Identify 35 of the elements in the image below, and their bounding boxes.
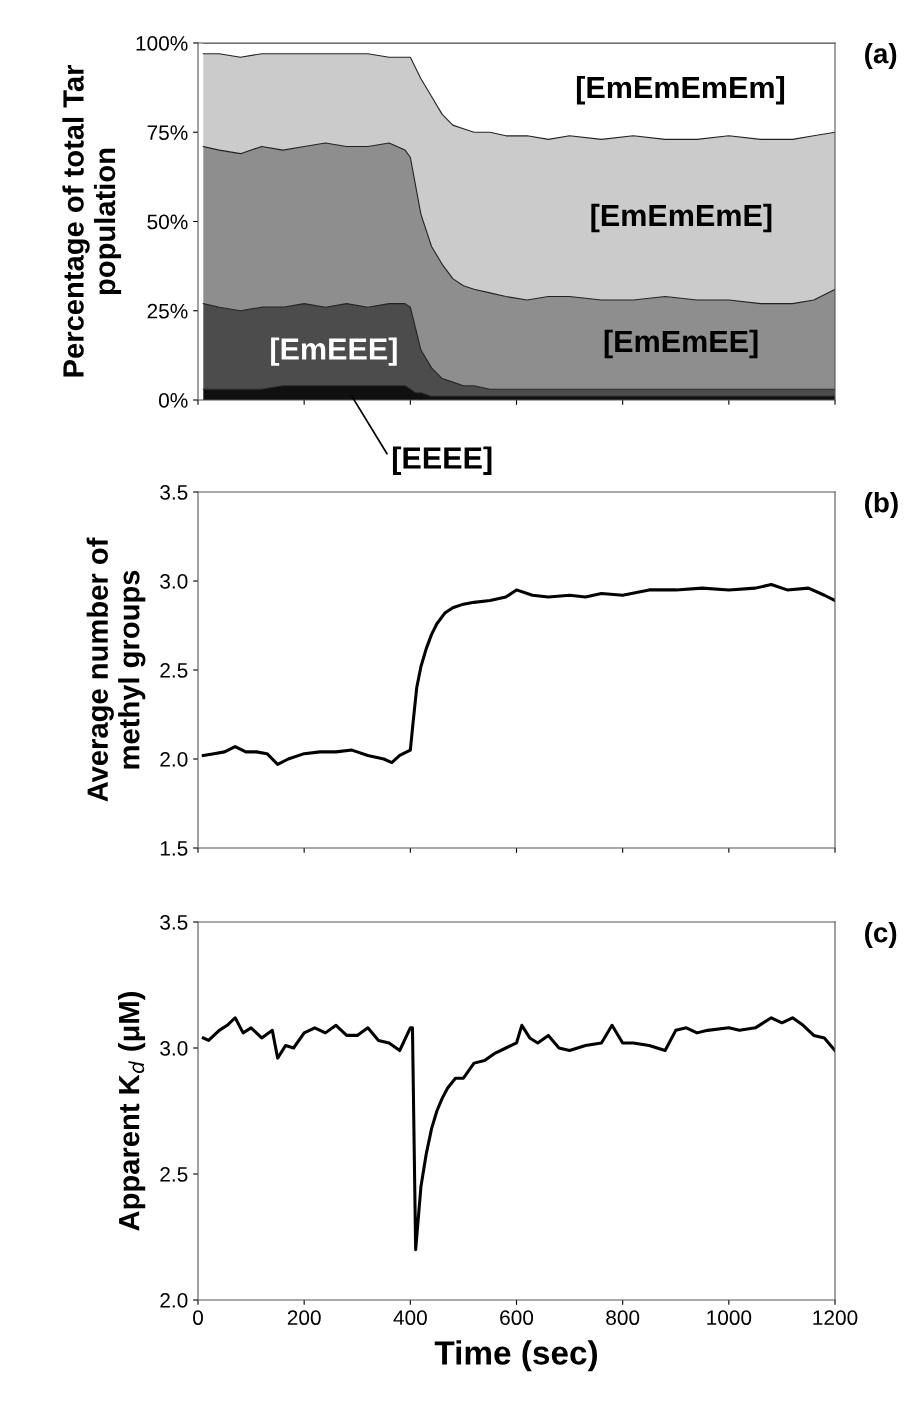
x-tick-label: 400 [393,1310,427,1326]
x-tick-label: 600 [500,1310,534,1326]
text: (a) [865,43,897,69]
y-tick-label: 3.5 [160,485,188,500]
y-tick-label: 2.0 [160,1293,188,1308]
y-tick-label: 75% [147,125,188,140]
text: (b) [865,492,898,518]
y-tick-label: 25% [147,303,188,319]
series-label: [EmEmEmEm] [576,75,785,105]
y-axis-title: Percentage of total Tar population [62,64,122,377]
x-tick-label: 0 [193,1310,203,1326]
y-tick-label: 50% [147,214,188,230]
y-axis-title: Apparent K$_{d}$ (μM) [118,992,146,1231]
text: (c) [865,922,897,948]
series-label: [EmEmEmE] [591,203,772,233]
series-label: [EmEmEE] [604,329,758,359]
y-tick-label: 3.0 [160,1041,188,1056]
annotation: [EEEE] [392,446,492,475]
y-tick-label: 1.5 [160,841,188,856]
y-tick-label: 0% [158,393,188,408]
x-axis-title: Time (sec) [434,1340,597,1372]
x-tick-label: 1000 [707,1310,752,1326]
x-tick-label: 1200 [813,1310,858,1326]
y-tick-label: 100% [136,36,188,51]
y-tick-label: 2.0 [160,752,188,767]
line-series [201,1016,835,1252]
series-label: [EmEEE] [271,337,397,366]
y-axis-title: Average number of methyl groups [86,537,146,802]
line-series [201,583,835,766]
x-tick-label: 200 [287,1310,321,1326]
x-tick-label: 800 [606,1310,640,1326]
y-tick-label: 2.5 [160,663,188,678]
y-tick-label: 2.5 [160,1167,188,1182]
y-tick-label: 3.0 [160,574,188,589]
y-tick-label: 3.5 [160,915,188,930]
